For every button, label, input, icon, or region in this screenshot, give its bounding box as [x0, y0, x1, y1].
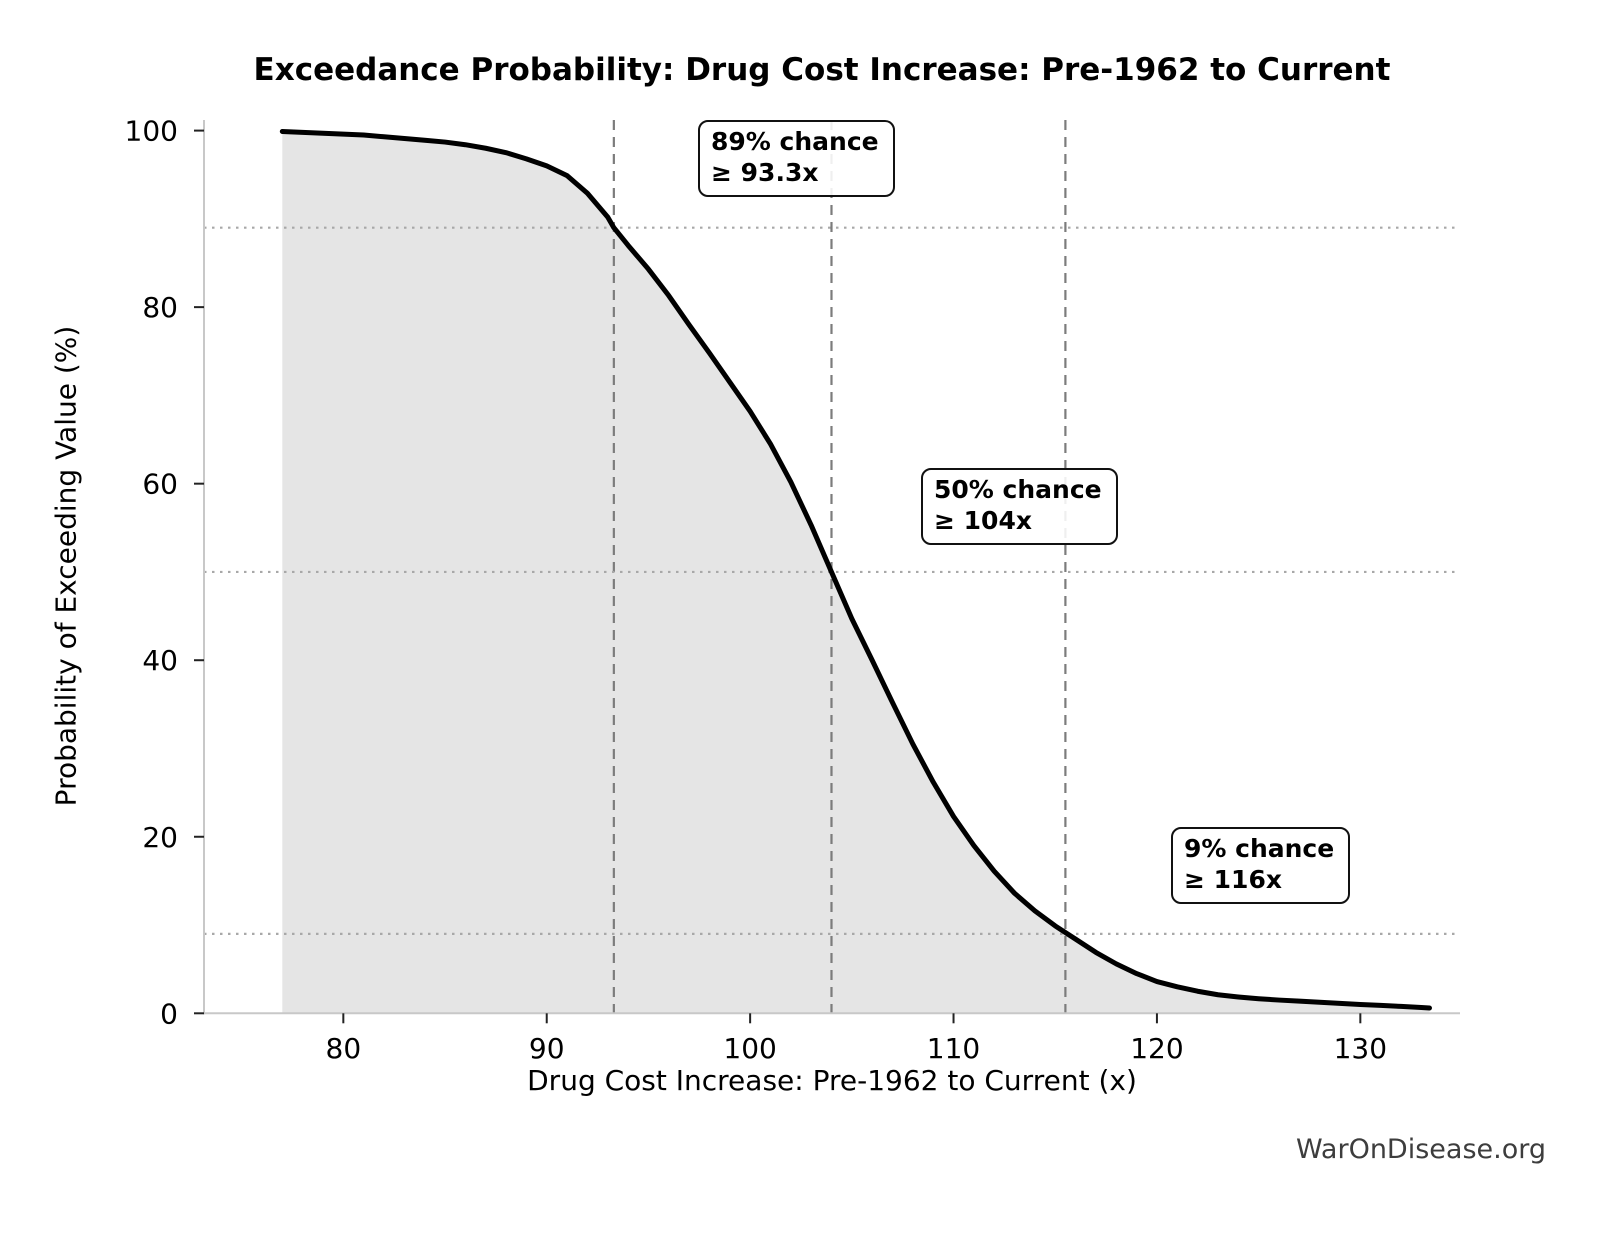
y-tick-label: 40	[142, 644, 178, 677]
y-axis-label: Probability of Exceeding Value (%)	[49, 325, 83, 807]
annotation-threshold: ≥ 116x	[1184, 865, 1282, 894]
area-fill	[282, 131, 1430, 1014]
x-tick-label: 80	[326, 1032, 362, 1065]
chart-title: Exceedance Probability: Drug Cost Increa…	[253, 52, 1391, 88]
annotation-probability: 89% chance	[711, 127, 879, 156]
x-tick-label: 100	[723, 1032, 776, 1065]
exceedance-curve	[279, 128, 1432, 1011]
x-axis-label: Drug Cost Increase: Pre-1962 to Current …	[527, 1064, 1137, 1097]
y-tick-label: 0	[160, 997, 178, 1030]
annotation-probability: 9% chance	[1184, 834, 1335, 863]
watermark: WarOnDisease.org	[1295, 1134, 1546, 1165]
annotation-box: 89% chance ≥ 93.3x	[698, 120, 895, 197]
y-tick-label: 20	[142, 821, 178, 854]
annotation-threshold: ≥ 93.3x	[711, 158, 819, 187]
annotation-box: 9% chance ≥ 116x	[1171, 827, 1351, 904]
y-tick-label: 60	[142, 468, 178, 501]
x-tick-label: 110	[927, 1032, 980, 1065]
annotation-probability: 50% chance	[934, 475, 1102, 504]
annotation-box: 50% chance ≥ 104x	[921, 468, 1118, 545]
y-tick-label: 80	[142, 291, 178, 324]
annotation-threshold: ≥ 104x	[934, 506, 1032, 535]
y-tick-label: 100	[125, 115, 178, 148]
x-tick-label: 90	[529, 1032, 565, 1065]
x-tick-label: 120	[1130, 1032, 1183, 1065]
x-tick-label: 130	[1334, 1032, 1387, 1065]
